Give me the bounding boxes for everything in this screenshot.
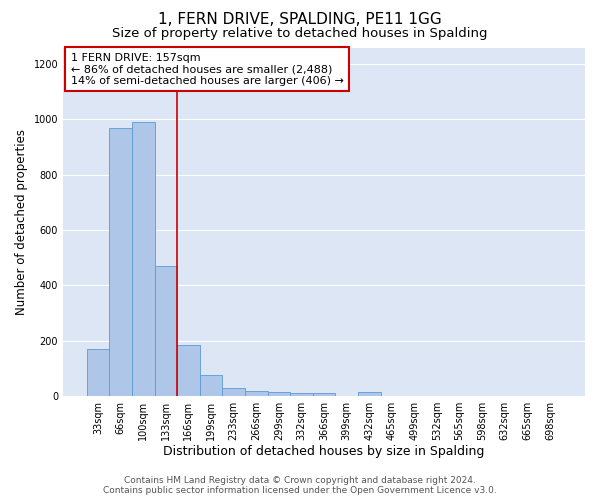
- Bar: [109, 128, 132, 396]
- Bar: [132, 122, 155, 396]
- Bar: [200, 376, 223, 396]
- Bar: [177, 345, 200, 396]
- Bar: [313, 394, 335, 396]
- Bar: [223, 388, 245, 396]
- Y-axis label: Number of detached properties: Number of detached properties: [15, 129, 28, 315]
- X-axis label: Distribution of detached houses by size in Spalding: Distribution of detached houses by size …: [163, 444, 485, 458]
- Bar: [358, 392, 380, 396]
- Text: Contains HM Land Registry data © Crown copyright and database right 2024.
Contai: Contains HM Land Registry data © Crown c…: [103, 476, 497, 495]
- Bar: [245, 390, 268, 396]
- Text: Size of property relative to detached houses in Spalding: Size of property relative to detached ho…: [112, 28, 488, 40]
- Bar: [155, 266, 177, 396]
- Bar: [87, 349, 109, 396]
- Text: 1 FERN DRIVE: 157sqm
← 86% of detached houses are smaller (2,488)
14% of semi-de: 1 FERN DRIVE: 157sqm ← 86% of detached h…: [71, 52, 344, 86]
- Text: 1, FERN DRIVE, SPALDING, PE11 1GG: 1, FERN DRIVE, SPALDING, PE11 1GG: [158, 12, 442, 28]
- Bar: [268, 392, 290, 396]
- Bar: [290, 394, 313, 396]
